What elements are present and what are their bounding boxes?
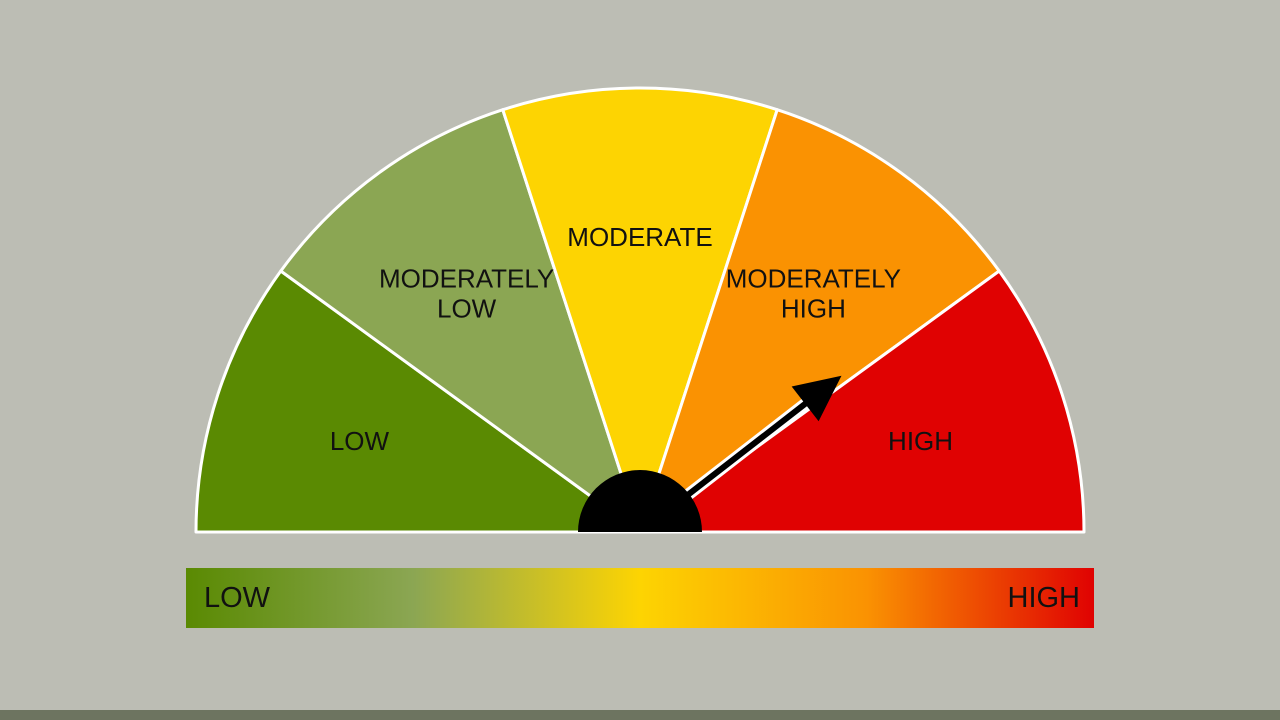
footer-bar	[0, 710, 1280, 720]
gauge-label-moderately-low: MODERATELY LOW	[379, 263, 554, 323]
risk-gauge: LOW MODERATELY LOW MODERATE MODERATELY HIGH HI…	[194, 86, 1086, 534]
gauge-label-moderately-high: MODERATELY HIGH	[726, 263, 901, 323]
gauge-needle	[667, 375, 842, 513]
scale-high-label: HIGH	[1007, 582, 1081, 614]
gauge-hub	[578, 470, 702, 532]
scale-low-label: LOW	[204, 582, 271, 614]
gauge-hub-semicircle	[578, 470, 702, 532]
risk-scale-bar: LOW HIGH	[186, 568, 1094, 628]
gauge-label-moderate: MODERATE	[567, 222, 712, 252]
gauge-segment-moderate	[501, 86, 779, 534]
gauge-label-high: HIGH	[888, 426, 953, 456]
gauge-segment-low	[194, 269, 642, 534]
gauge-segment-high	[638, 269, 1086, 534]
gauge-label-low: LOW	[330, 426, 390, 456]
needle-shaft	[669, 400, 809, 510]
gauge-segments	[194, 86, 1086, 534]
gauge-segment-moderately-high	[638, 108, 1001, 534]
gauge-labels: LOW MODERATELY LOW MODERATE MODERATELY HIGH HI…	[330, 222, 953, 456]
gauge-segment-moderately-low	[279, 108, 642, 534]
needle-arrowhead-icon	[791, 375, 842, 422]
